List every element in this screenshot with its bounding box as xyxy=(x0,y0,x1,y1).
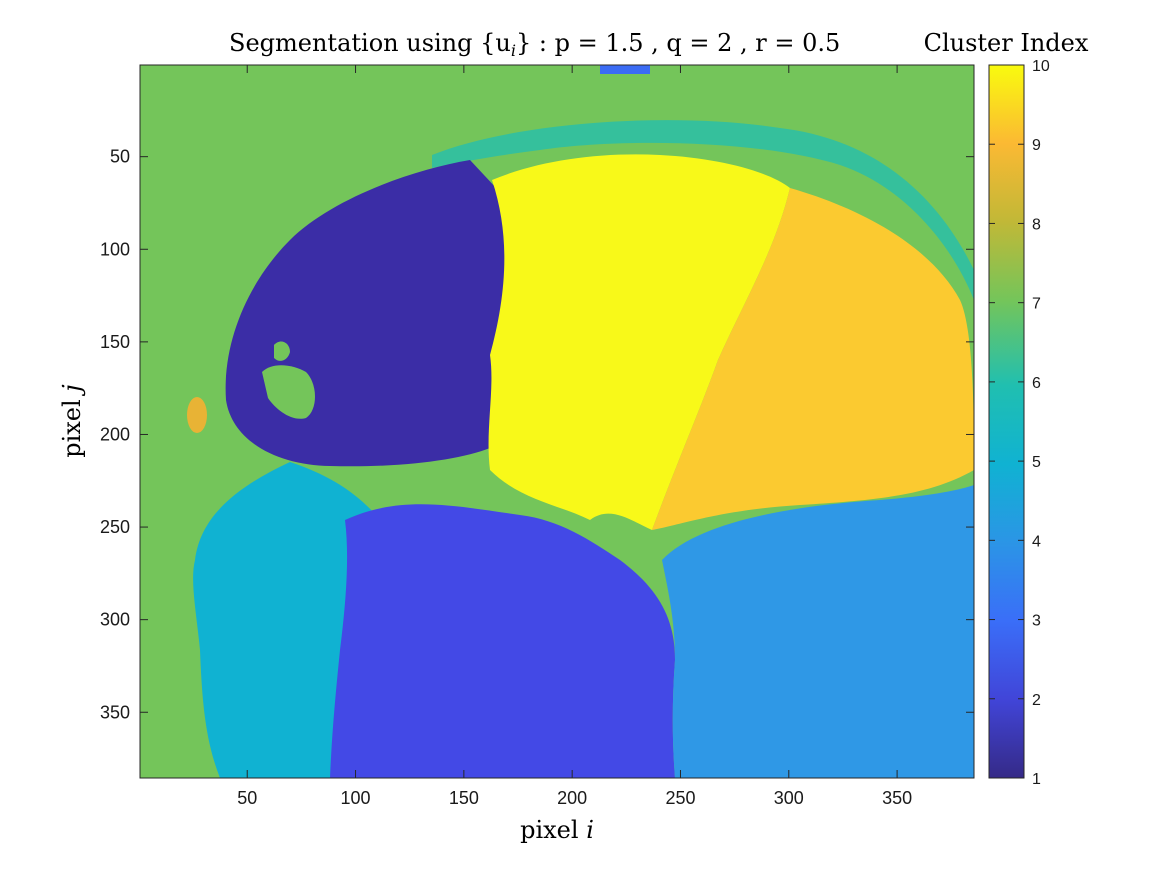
y-tick-label: 300 xyxy=(100,610,130,630)
x-tick-label: 150 xyxy=(449,788,479,808)
colorbar-tick-label: 10 xyxy=(1032,58,1050,75)
x-tick-label: 300 xyxy=(774,788,804,808)
title-params: : p = 1.5 , q = 2 , r = 0.5 xyxy=(531,29,840,57)
chart-title: Segmentation using {ui} : p = 1.5 , q = … xyxy=(229,29,840,60)
x-axis-label: pixel i xyxy=(520,816,594,844)
colorbar-tick-label: 3 xyxy=(1032,613,1041,630)
y-tick-label: 200 xyxy=(100,424,130,444)
colorbar-tick-label: 7 xyxy=(1032,296,1041,313)
x-axis-label-text: pixel xyxy=(520,816,586,844)
y-tick-label: 50 xyxy=(110,147,130,167)
y-tick-label: 150 xyxy=(100,332,130,352)
title-set-close: } xyxy=(516,29,531,57)
y-tick-label: 250 xyxy=(100,517,130,537)
colorbar-tick-label: 9 xyxy=(1032,137,1041,154)
x-axis-label-var: i xyxy=(586,816,594,844)
y-axis-label: pixel j xyxy=(58,384,86,458)
colorbar-tick-label: 8 xyxy=(1032,216,1041,233)
x-tick-label: 250 xyxy=(665,788,695,808)
x-tick-label: 100 xyxy=(341,788,371,808)
colorbar-tick-label: 4 xyxy=(1032,533,1041,550)
region-top-patch xyxy=(600,65,650,74)
colorbar-tick-label: 1 xyxy=(1032,771,1041,788)
title-main: Segmentation using xyxy=(229,29,480,57)
x-tick-label: 50 xyxy=(237,788,257,808)
colorbar-tick-label: 2 xyxy=(1032,692,1041,709)
segmentation-map xyxy=(140,65,974,778)
title-set-open: {u xyxy=(480,29,511,57)
y-tick-label: 100 xyxy=(100,239,130,259)
colorbar-title: Cluster Index xyxy=(924,29,1089,57)
region-left-spot xyxy=(187,397,207,433)
x-tick-label: 350 xyxy=(882,788,912,808)
y-axis-label-text: pixel xyxy=(58,392,86,458)
colorbar-tick-label: 5 xyxy=(1032,454,1041,471)
y-tick-label: 350 xyxy=(100,702,130,722)
colorbar-tick-label: 6 xyxy=(1032,375,1041,392)
x-tick-label: 200 xyxy=(557,788,587,808)
colorbar-bar xyxy=(989,65,1024,778)
